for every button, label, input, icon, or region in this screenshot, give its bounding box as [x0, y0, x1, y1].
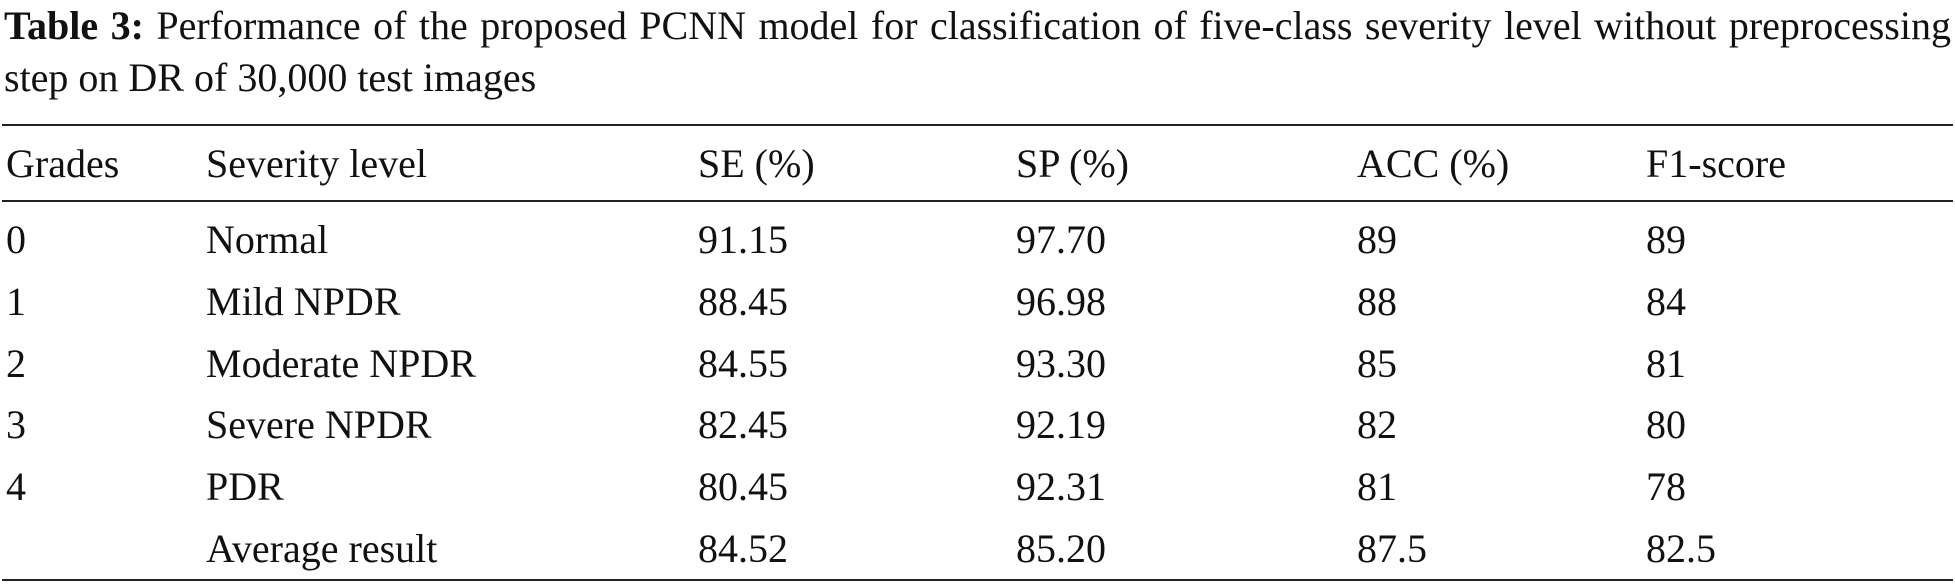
table-cell: 92.31 — [1016, 464, 1106, 510]
caption-text: Performance of the proposed PCNN model f… — [4, 3, 1951, 100]
table-cell: 89 — [1646, 217, 1686, 262]
caption-label: Table 3: — [4, 3, 144, 48]
table-cell: 84.52 — [698, 526, 788, 571]
top-rule — [2, 124, 1953, 126]
table-cell: 88 — [1357, 278, 1397, 324]
table-cell: 2 — [6, 340, 26, 386]
table-cell: 82.45 — [698, 402, 788, 448]
table-cell: 88.45 — [698, 278, 788, 324]
table-cell: 82.5 — [1646, 526, 1716, 571]
header-cell: SP (%) — [1016, 141, 1129, 186]
table-cell: Moderate NPDR — [206, 340, 476, 386]
table-cell: 78 — [1646, 464, 1686, 510]
table-cell: 1 — [6, 278, 26, 324]
header-cell: Severity level — [206, 141, 428, 186]
table-cell: 80 — [1646, 402, 1686, 448]
table-cell: 81 — [1357, 464, 1397, 510]
table-cell: 87.5 — [1357, 526, 1427, 571]
table-cell: 85.20 — [1016, 526, 1106, 571]
table-cell: PDR — [206, 464, 284, 510]
header-cell: SE (%) — [698, 141, 815, 186]
table-cell: 85 — [1357, 340, 1397, 386]
table-cell: 96.98 — [1016, 278, 1106, 324]
table-cell: Severe NPDR — [206, 402, 432, 448]
table-cell: 0 — [6, 217, 26, 262]
table-cell: 97.70 — [1016, 217, 1106, 262]
table-cell: 84.55 — [698, 340, 788, 386]
table-cell: 91.15 — [698, 217, 788, 262]
table-cell: 82 — [1357, 402, 1397, 448]
table-cell: 92.19 — [1016, 402, 1106, 448]
header-cell: Grades — [6, 141, 120, 186]
bottom-rule — [2, 579, 1953, 581]
table-cell: 93.30 — [1016, 340, 1106, 386]
header-cell: ACC (%) — [1357, 141, 1510, 186]
table-cell: Average result — [206, 526, 438, 571]
table-cell: 89 — [1357, 217, 1397, 262]
table-cell: Normal — [206, 217, 329, 262]
table-cell: 3 — [6, 402, 26, 448]
table-cell: 81 — [1646, 340, 1686, 386]
header-cell: F1-score — [1646, 141, 1786, 186]
caption: Table 3: Performance of the proposed PCN… — [4, 0, 1951, 104]
table-cell: 4 — [6, 464, 26, 510]
header-rule — [2, 200, 1953, 202]
table-cell: Mild NPDR — [206, 278, 401, 324]
table-cell: 84 — [1646, 278, 1686, 324]
table-cell: 80.45 — [698, 464, 788, 510]
